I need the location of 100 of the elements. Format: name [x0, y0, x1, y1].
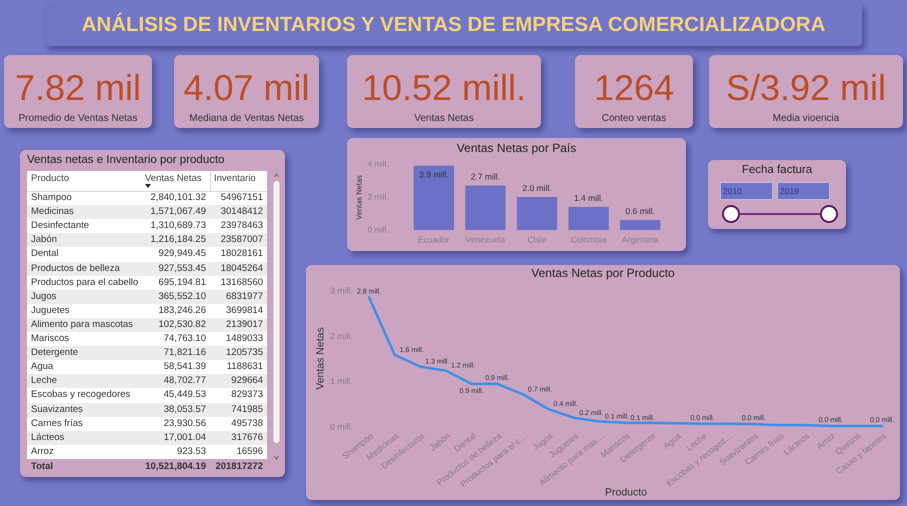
- text: 317676: [231, 432, 263, 443]
- text: 4.07 mil: [182, 67, 311, 108]
- data-label: 2.0 mill.: [522, 183, 552, 193]
- text: Suavizantes: [31, 402, 83, 416]
- text: 23587007: [220, 234, 263, 246]
- text: Inventario: [214, 173, 256, 185]
- bar: [516, 197, 558, 230]
- y-tick-label: 3 mill.: [330, 286, 352, 296]
- line-series: [368, 296, 884, 428]
- data-label: 2.7 mill.: [470, 171, 500, 182]
- text: Conteo ventas: [600, 112, 668, 125]
- text: 1188631: [226, 361, 263, 372]
- text: 1,216,184.25: [150, 233, 206, 248]
- text: 3699814: [226, 304, 263, 316]
- x-tick-label: Chile: [527, 234, 547, 244]
- text: S/3.92 mil: [724, 67, 888, 108]
- text: 1205735: [226, 347, 263, 358]
- text: 71,821.16: [162, 346, 206, 360]
- text: Productos de belleza: [31, 262, 120, 276]
- text: 45,449.53: [164, 389, 206, 400]
- data-label: 0.6 mill.: [626, 206, 655, 216]
- text: 741985: [231, 404, 263, 414]
- text: 1264: [592, 67, 676, 108]
- text: 10.52 mill.: [360, 67, 528, 108]
- text: 201817272: [215, 460, 263, 472]
- text: Ventas netas e Inventario por producto: [27, 153, 225, 168]
- chart-title: Ventas Netas por País: [456, 141, 578, 155]
- text: 2139017: [226, 318, 263, 330]
- text: 48,702.77: [162, 374, 206, 388]
- text: 16596: [236, 446, 263, 457]
- text: 17,001.04: [162, 430, 206, 445]
- text: 923.53: [176, 444, 206, 459]
- text: Producto: [31, 173, 70, 185]
- y-tick-label: 2 mill.: [368, 192, 388, 202]
- text: 30148412: [220, 206, 263, 218]
- bar: [620, 220, 660, 230]
- text: 1489033: [226, 333, 263, 344]
- text: Promedio de Ventas Netas: [18, 112, 138, 125]
- text: Alimento para mascotas: [31, 318, 133, 332]
- text: 365,552.10: [157, 290, 206, 304]
- text: Ventas Netas: [145, 173, 202, 185]
- text: 102,530.82: [158, 318, 206, 330]
- x-tick-label: Colombia: [570, 234, 607, 244]
- data-label: 1.4 mill.: [574, 192, 604, 203]
- chart-title: Ventas Netas por Producto: [530, 266, 676, 280]
- y-tick-label: 1 mill.: [330, 376, 352, 386]
- y-axis-title: Ventas Netas: [314, 327, 326, 390]
- text: 7.82 mil: [14, 67, 142, 108]
- text: 6831977: [226, 290, 263, 302]
- text: Detergente: [31, 346, 78, 360]
- text: Mediana de Ventas Netas: [188, 112, 305, 125]
- text: Desinfectante: [31, 219, 90, 234]
- text: Jugos: [31, 290, 56, 304]
- x-axis-title: Producto: [604, 486, 648, 498]
- text: Ventas Netas: [413, 112, 475, 125]
- text: 1,310,689.73: [150, 219, 206, 234]
- x-tick-label: Ecuador: [418, 234, 450, 244]
- text: 58,541.39: [162, 360, 206, 374]
- text: 695,194.81: [158, 276, 206, 288]
- text: 927,553.45: [158, 262, 206, 274]
- y-tick-label: 0 mill.: [368, 226, 388, 234]
- text: Escobas y recogedores: [31, 388, 130, 402]
- text: 183,246.26: [157, 304, 206, 318]
- text: 10,521,804.19: [144, 460, 206, 474]
- text: 23,930.56: [162, 416, 206, 431]
- text: Carnes frías: [31, 416, 83, 431]
- y-tick-label: 4 mill.: [368, 160, 388, 168]
- text: 23978463: [220, 220, 263, 232]
- text: Leche: [31, 374, 57, 388]
- text: 13168560: [220, 276, 263, 288]
- text: 1,571,067.49: [150, 205, 206, 220]
- text: Dental: [31, 247, 58, 262]
- text: 18028161: [220, 248, 263, 260]
- bar: [465, 185, 506, 230]
- bar: [414, 166, 454, 230]
- text: ANÁLISIS DE INVENTARIOS Y VENTAS DE EMPRESA COMERCIALIZADORA: [45, 3, 862, 46]
- text: 495738: [231, 418, 263, 429]
- text: Fecha factura: [740, 163, 814, 177]
- text: Juguetes: [31, 304, 70, 318]
- y-tick-label: 2 mill.: [330, 330, 352, 341]
- bar: [568, 206, 609, 230]
- x-tick-label: Argentina: [622, 234, 659, 244]
- text: 54967151: [220, 192, 263, 203]
- text: Productos para el cabello: [31, 276, 138, 290]
- text: Shampoo: [31, 191, 72, 205]
- text: 38,053.57: [162, 402, 206, 416]
- text: 829373: [231, 389, 263, 400]
- text: 929664: [231, 375, 263, 386]
- text: Mariscos: [31, 332, 70, 346]
- y-tick-label: 0 mill.: [330, 422, 352, 432]
- text: Media vioencia: [772, 112, 840, 125]
- text: Total: [31, 460, 53, 474]
- text: Agua: [31, 360, 54, 374]
- start-date-field: 2010: [720, 182, 773, 200]
- x-tick-label: Venezuela: [466, 234, 506, 244]
- text: 2,840,101.32: [150, 191, 206, 205]
- text: 74,763.10: [162, 332, 206, 346]
- text: 929,949.45: [157, 247, 206, 262]
- text: Medicinas: [31, 205, 74, 220]
- end-date-field: 2019: [777, 182, 830, 200]
